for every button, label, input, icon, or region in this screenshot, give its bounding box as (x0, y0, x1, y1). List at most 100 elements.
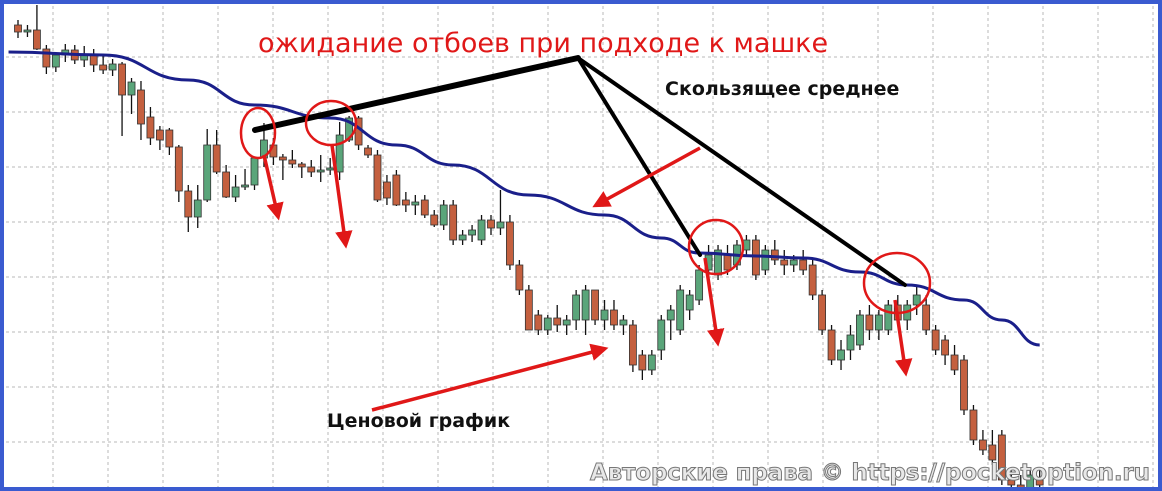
bull-candle-body (458, 234, 467, 241)
candle (856, 310, 864, 350)
price-pointer-arrow-icon (371, 343, 609, 412)
candle (231, 175, 240, 202)
bull-candle-body (912, 294, 921, 306)
bear-candle-body (174, 146, 183, 192)
bear-candle-body (922, 304, 931, 331)
candle (430, 210, 439, 227)
candle (874, 310, 883, 340)
bear-candle-body (401, 199, 410, 206)
candle (212, 130, 221, 174)
candle (411, 195, 420, 215)
bull-candle-body (572, 294, 581, 321)
bear-candle-body (553, 317, 562, 326)
down-arrow-icon (330, 144, 353, 249)
bull-candle-body (695, 269, 704, 301)
bear-candle-body (212, 144, 221, 173)
candle (307, 160, 316, 177)
bear-candle-body (307, 166, 316, 173)
touch-circles (239, 99, 932, 315)
candle (799, 250, 808, 275)
candle (761, 245, 770, 275)
bull-candle-body (411, 201, 420, 206)
bear-candle-body (638, 354, 647, 371)
bull-candle-body (1026, 474, 1035, 487)
bear-candle-body (137, 89, 145, 125)
bear-candle-body (165, 129, 174, 148)
candle (1016, 475, 1025, 487)
candle (770, 240, 779, 265)
bull-candle-body (761, 249, 770, 271)
candle (174, 145, 183, 202)
candle (591, 289, 599, 325)
bull-candle-body (884, 304, 893, 331)
bear-candle-body (865, 314, 874, 331)
candle (108, 59, 117, 76)
candle (676, 285, 685, 335)
bear-candle-body (524, 289, 533, 331)
candle (193, 185, 202, 228)
candle (837, 340, 845, 370)
bear-candle-body (364, 147, 372, 156)
bull-candle-body (326, 167, 335, 171)
candle (89, 49, 98, 72)
bull-candle-body (874, 314, 883, 331)
bull-candle-body (241, 184, 249, 188)
candle (997, 430, 1006, 485)
bear-candle-body (487, 219, 495, 229)
bear-candle-body (420, 199, 429, 216)
candle (51, 53, 60, 72)
candle (392, 170, 401, 206)
candle (534, 310, 543, 335)
candle (1035, 470, 1044, 487)
bull-candle-body (127, 81, 136, 96)
candle (364, 145, 372, 158)
bull-candle-body (685, 294, 694, 311)
candle (780, 250, 789, 275)
bull-candle-body (231, 186, 240, 198)
candle (1026, 470, 1035, 487)
candle (629, 320, 637, 372)
down-arrow-icon (703, 257, 725, 347)
candle (912, 285, 921, 315)
candle (979, 430, 987, 455)
bull-candle-body (846, 334, 855, 351)
bear-candle-body (799, 259, 808, 271)
bull-candle-body (789, 259, 798, 266)
candle (950, 345, 959, 375)
candle (666, 305, 675, 340)
bear-candle-body (969, 409, 978, 441)
candle (903, 300, 912, 330)
candle (619, 315, 628, 335)
bull-candle-body (647, 354, 656, 371)
red-arrows (262, 144, 913, 412)
candle (316, 155, 325, 182)
bear-candle-body (1016, 484, 1025, 487)
candle (33, 5, 41, 50)
candle (477, 215, 486, 245)
candle (118, 62, 126, 136)
candle (278, 154, 287, 180)
bull-candle-body (666, 309, 675, 321)
candle (420, 195, 429, 218)
touch-circle-2 (304, 99, 358, 147)
candle (127, 78, 136, 114)
candle (808, 260, 817, 300)
candle (449, 200, 458, 245)
bear-candle-body (950, 354, 959, 371)
bear-candle-body (780, 259, 789, 266)
candle (562, 315, 571, 335)
touch-circle-1 (239, 106, 277, 160)
candle (288, 150, 297, 168)
candle (80, 46, 89, 67)
bull-candle-body (468, 229, 476, 236)
bull-candle-body (657, 319, 666, 351)
bull-candle-body (477, 219, 486, 241)
bear-candle-body (960, 359, 968, 411)
candle (969, 405, 978, 445)
ma-pointer-arrow-icon (592, 146, 701, 208)
bear-candle-body (629, 324, 637, 366)
candle (297, 162, 306, 178)
candle (203, 129, 212, 202)
bear-candle-body (146, 116, 155, 139)
